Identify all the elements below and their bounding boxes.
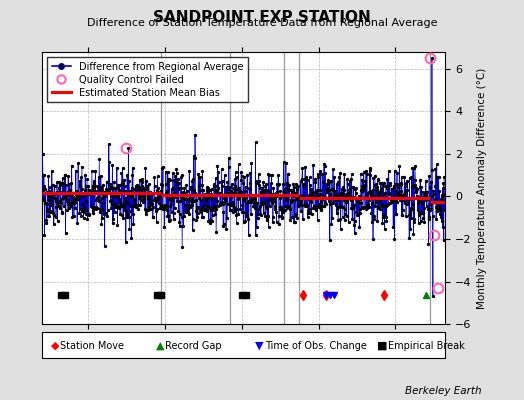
Text: ◆: ◆ bbox=[51, 341, 59, 351]
Text: ▼: ▼ bbox=[255, 341, 264, 351]
Text: Station Move: Station Move bbox=[60, 341, 124, 351]
Text: Record Gap: Record Gap bbox=[165, 341, 222, 351]
Text: ■: ■ bbox=[377, 341, 388, 351]
Y-axis label: Monthly Temperature Anomaly Difference (°C): Monthly Temperature Anomaly Difference (… bbox=[477, 67, 487, 309]
Text: ▲: ▲ bbox=[156, 341, 164, 351]
Text: Berkeley Earth: Berkeley Earth bbox=[406, 386, 482, 396]
Text: Time of Obs. Change: Time of Obs. Change bbox=[265, 341, 366, 351]
Legend: Difference from Regional Average, Quality Control Failed, Estimated Station Mean: Difference from Regional Average, Qualit… bbox=[47, 57, 248, 102]
Text: Empirical Break: Empirical Break bbox=[388, 341, 464, 351]
Text: SANDPOINT EXP STATION: SANDPOINT EXP STATION bbox=[153, 10, 371, 25]
Text: Difference of Station Temperature Data from Regional Average: Difference of Station Temperature Data f… bbox=[87, 18, 437, 28]
